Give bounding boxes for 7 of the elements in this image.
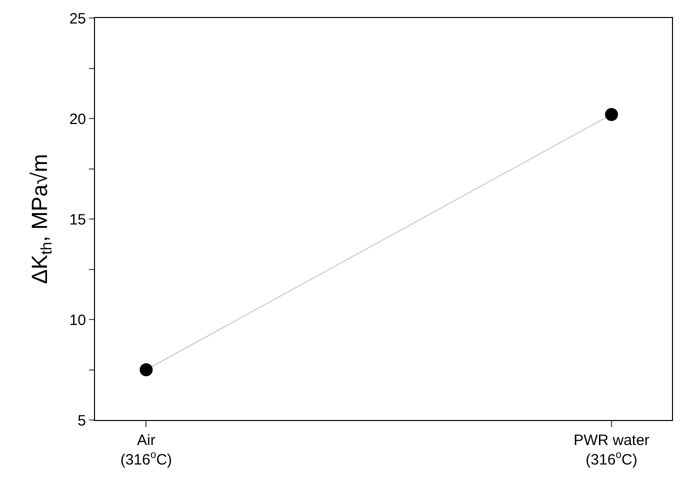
x-tick-label: PWR water (316$^{o}$C) [574, 432, 650, 468]
x-tick-label: Air (316$^{o}$C) [120, 432, 172, 468]
y-tick-label: 10 [69, 312, 86, 329]
y-tick-label: 15 [69, 211, 86, 228]
y-tick-label: 5 [78, 412, 86, 430]
y-tick-label: 20 [69, 110, 86, 128]
y-tick-label: 25 [69, 10, 86, 28]
